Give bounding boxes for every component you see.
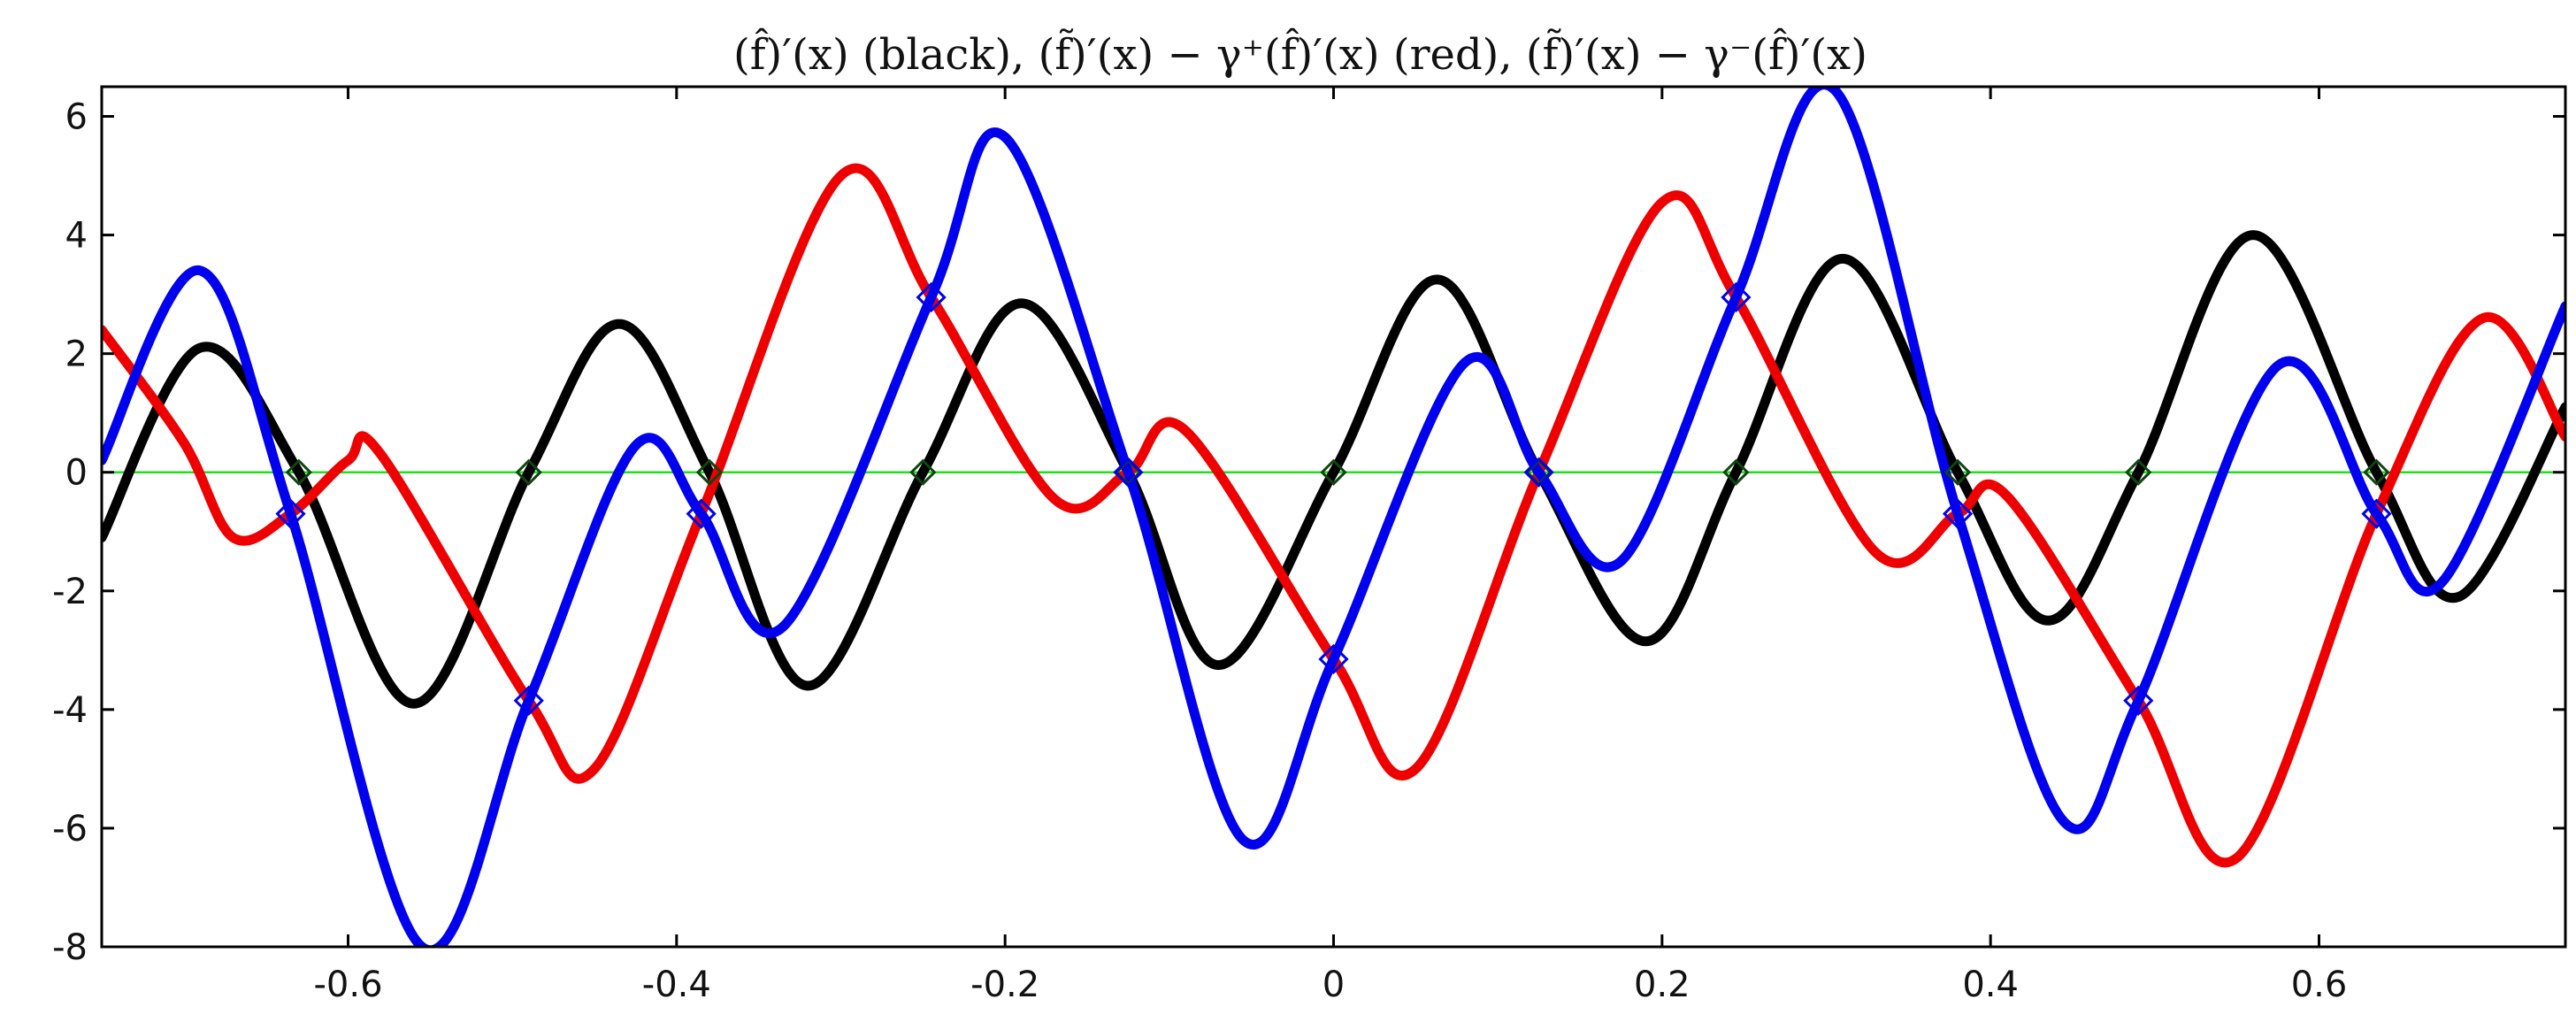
zero-crossing-marker (1320, 458, 1347, 486)
plot-area (102, 87, 2565, 947)
zero-crossing-marker (2125, 458, 2152, 486)
zero-crossing-marker (1944, 458, 1972, 486)
series-line-black (102, 230, 2565, 709)
y-tick-label: 6 (65, 97, 88, 138)
zero-crossing-marker (2363, 458, 2390, 486)
point-marker (513, 685, 544, 716)
series-line-red (102, 163, 2565, 868)
y-tick-label: -6 (52, 809, 88, 849)
point-marker (2123, 685, 2154, 716)
point-marker (686, 498, 717, 529)
y-tick-label: -8 (52, 927, 88, 968)
point-marker (1318, 643, 1349, 675)
y-tick-label: 0 (65, 453, 88, 494)
zero-crossing-marker (515, 458, 542, 486)
x-tick-label: -0.2 (970, 965, 1039, 1005)
chart-title: (f̂)′(x) (black), (f̃)′(x) − γ⁺(f̂)′(x) … (733, 27, 1867, 80)
point-marker (275, 498, 306, 529)
y-tick-label: -2 (52, 572, 88, 612)
x-tick-label: 0 (1322, 965, 1345, 1005)
x-tick-label: 0.2 (1634, 965, 1690, 1005)
zero-crossing-marker (695, 458, 724, 486)
series-line-blue (102, 87, 2565, 947)
zero-crossing-marker (1722, 458, 1750, 486)
point-marker (1942, 498, 1974, 529)
x-tick-label: 0.4 (1962, 965, 2019, 1005)
x-tick-label: 0.6 (2291, 965, 2348, 1005)
y-tick-label: 2 (65, 334, 88, 375)
y-tick-label: 4 (65, 216, 88, 257)
zero-crossing-marker (285, 458, 312, 486)
point-marker (916, 281, 947, 313)
y-tick-label: -4 (52, 690, 88, 731)
x-tick-label: -0.4 (642, 965, 711, 1005)
point-marker (2361, 498, 2392, 529)
zero-crossing-marker (909, 458, 937, 486)
point-marker (1721, 281, 1752, 313)
point-marker (1523, 457, 1554, 488)
series-group (102, 87, 2565, 947)
axis-ticks: -0.6 -0.4 -0.2 0 0.2 0.4 0.6 -8 -6 -4 -2 0 2 4 6 (52, 87, 2565, 1005)
axes-frame (100, 85, 2567, 949)
point-marker (1113, 457, 1144, 488)
x-tick-label: -0.6 (313, 965, 382, 1005)
